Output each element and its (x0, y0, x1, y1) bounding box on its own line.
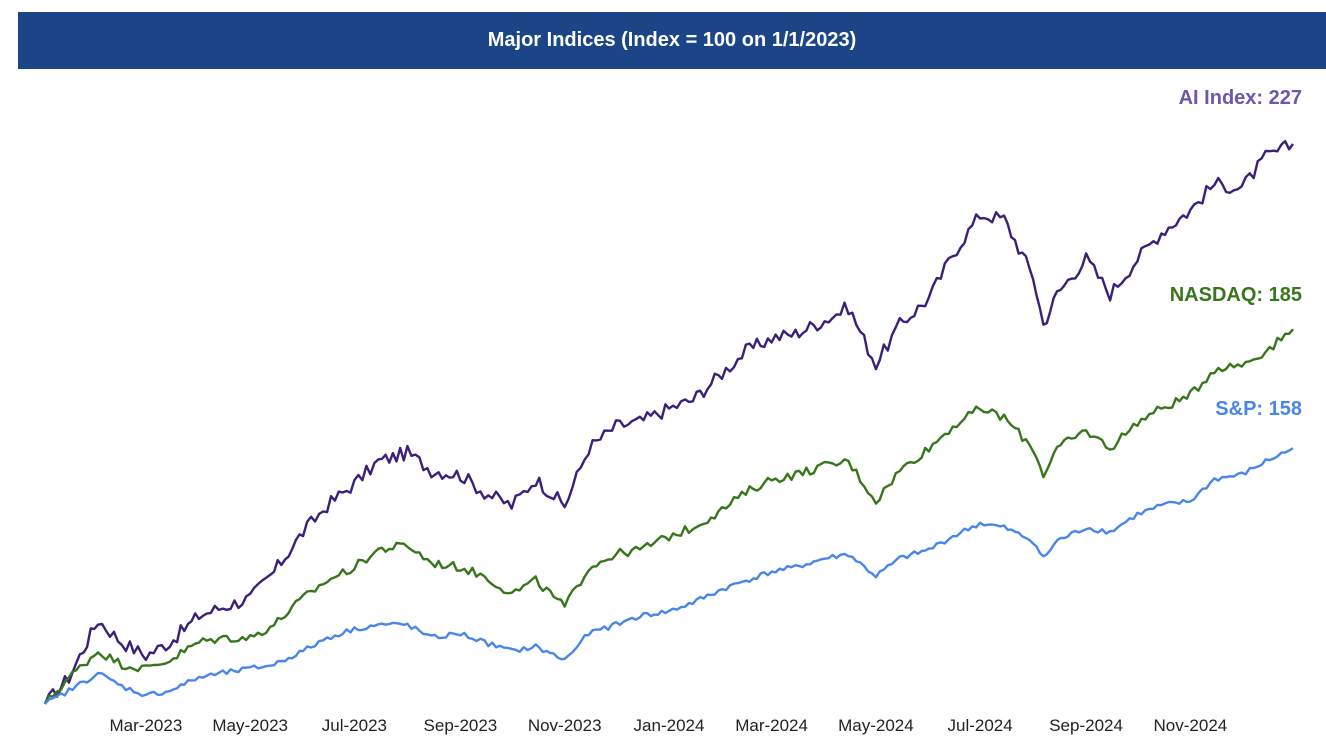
x-tick-label: Jan-2024 (634, 716, 705, 735)
x-tick-label: May-2023 (212, 716, 288, 735)
x-tick-label: Mar-2023 (110, 716, 183, 735)
end-label-nasdaq: NASDAQ: 185 (1170, 284, 1302, 306)
x-tick-label: May-2024 (838, 716, 914, 735)
x-tick-label: Sep-2024 (1049, 716, 1123, 735)
series-line-nasdaq (43, 328, 1294, 705)
x-axis-ticks: Mar-2023 May-2023 Jul-2023 Sep-2023 Nov-2023… (110, 716, 1228, 735)
end-label-layer: AI Index: 227 NASDAQ: 185 S&P: 158 (1170, 87, 1302, 420)
series-layer (43, 139, 1294, 705)
end-label-s-p: S&P: 158 (1215, 398, 1302, 420)
x-tick-label: Nov-2023 (528, 716, 602, 735)
x-tick-label: Mar-2024 (735, 716, 808, 735)
x-tick-label: Sep-2023 (424, 716, 498, 735)
x-tick-label: Jul-2023 (322, 716, 387, 735)
chart-title: Major Indices (Index = 100 on 1/1/2023) (18, 12, 1326, 69)
x-tick-label: Nov-2024 (1154, 716, 1228, 735)
series-line-s-p (44, 447, 1294, 705)
end-label-ai-index: AI Index: 227 (1179, 87, 1302, 109)
series-line-ai-index (43, 139, 1294, 705)
x-tick-label: Jul-2024 (947, 716, 1012, 735)
